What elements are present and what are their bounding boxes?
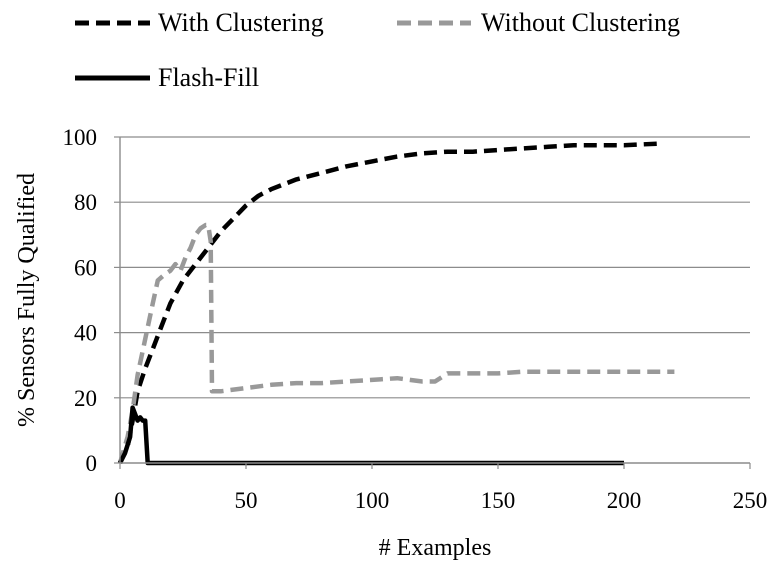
- y-tick-label-100: 100: [63, 125, 98, 150]
- x-tick-label-50: 50: [235, 488, 258, 513]
- series-layer: [117, 141, 675, 466]
- x-tick-label-100: 100: [355, 488, 390, 513]
- x-tick-labels: 0 50 100 150 200 250: [114, 488, 767, 513]
- x-tick-label-200: 200: [607, 488, 642, 513]
- legend: With Clustering Without Clustering Flash-F…: [75, 8, 680, 92]
- y-tick-label-60: 60: [74, 255, 97, 280]
- y-axis-title: % Sensors Fully Qualified: [14, 173, 40, 427]
- axes: [114, 136, 751, 469]
- y-tick-label-40: 40: [74, 321, 97, 346]
- y-tick-labels: 0 20 40 60 80 100: [63, 125, 98, 476]
- y-tick-label-20: 20: [74, 386, 97, 411]
- y-tick-label-80: 80: [74, 190, 97, 215]
- y-tick-label-0: 0: [86, 451, 98, 476]
- series-line-flash-fill: [117, 405, 624, 466]
- legend-label-flash-fill: Flash-Fill: [158, 63, 259, 92]
- x-tick-label-150: 150: [481, 488, 516, 513]
- series-line-with-clustering: [117, 141, 662, 464]
- x-tick-label-0: 0: [114, 488, 126, 513]
- legend-label-with-clustering: With Clustering: [158, 8, 324, 37]
- x-axis-title: # Examples: [379, 535, 492, 561]
- series-line-without-clustering: [117, 222, 675, 464]
- gridlines: [120, 136, 750, 399]
- legend-label-without-clustering: Without Clustering: [481, 8, 680, 37]
- x-tick-label-250: 250: [733, 488, 768, 513]
